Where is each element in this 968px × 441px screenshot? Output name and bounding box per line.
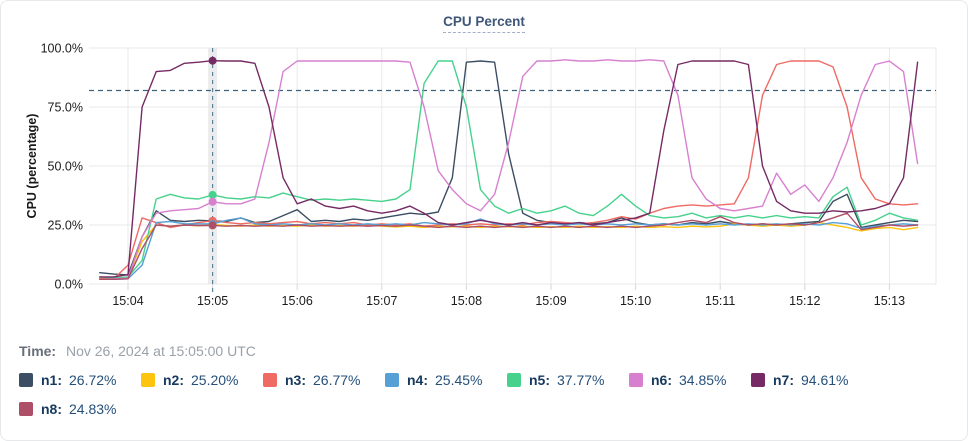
cursor-dot-n6 [208,197,217,206]
legend-label-n7: n7: [773,372,794,388]
series-line-n7 [99,60,919,278]
cursor-time-row: Time: Nov 26, 2024 at 15:05:00 UTC [19,343,256,359]
svg-text:15:07: 15:07 [366,294,397,308]
svg-text:15:04: 15:04 [112,294,143,308]
legend-label-n1: n1: [41,372,62,388]
legend-label-n4: n4: [407,372,428,388]
legend-swatch-n5 [507,373,521,387]
cursor-dot-n7 [208,56,217,65]
series-line-n8 [99,212,919,280]
svg-text:25.0%: 25.0% [48,219,83,233]
legend-swatch-n8 [19,402,33,416]
chart-title-wrap: CPU Percent [1,13,967,33]
legend-swatch-n7 [751,373,765,387]
legend-value-n3: 26.77% [313,372,361,388]
series-line-n1 [99,60,919,276]
legend-swatch-n4 [385,373,399,387]
svg-text:15:10: 15:10 [620,294,651,308]
legend-label-n2: n2: [163,372,184,388]
time-label: Time: [19,343,57,359]
legend-item-n7[interactable]: n7: 94.61% [751,370,873,390]
svg-text:50.0%: 50.0% [48,160,83,174]
cursor-dot-n8 [208,221,217,230]
legend-value-n6: 34.85% [679,372,727,388]
series-line-n3 [99,60,919,280]
legend-item-n4[interactable]: n4: 25.45% [385,370,507,390]
svg-text:15:05: 15:05 [197,294,228,308]
chart-title[interactable]: CPU Percent [443,14,525,33]
svg-text:15:08: 15:08 [451,294,482,308]
x-tick-marks [127,284,890,290]
cursor-dot-n5 [208,190,217,199]
legend-value-n8: 24.83% [69,401,117,417]
time-value: Nov 26, 2024 at 15:05:00 UTC [65,343,256,359]
legend-item-n1[interactable]: n1: 26.72% [19,370,141,390]
legend-item-n2[interactable]: n2: 25.20% [141,370,263,390]
svg-text:15:06: 15:06 [282,294,313,308]
svg-text:100.0%: 100.0% [41,42,83,56]
legend-value-n1: 26.72% [69,372,117,388]
legend-item-n8[interactable]: n8: 24.83% [19,399,141,419]
cpu-line-chart[interactable]: 15:04 15:05 15:06 15:07 15:08 15:09 15:10 15:11… [1,1,967,315]
x-axis-labels: 15:04 15:05 15:06 15:07 15:08 15:09 15:10 15:11… [112,294,905,308]
legend-value-n4: 25.45% [435,372,483,388]
legend-value-n5: 37.77% [557,372,605,388]
svg-text:75.0%: 75.0% [48,101,83,115]
legend-value-n7: 94.61% [801,372,849,388]
legend-swatch-n6 [629,373,643,387]
svg-text:15:12: 15:12 [789,294,820,308]
svg-text:15:09: 15:09 [535,294,566,308]
legend-value-n2: 25.20% [191,372,239,388]
series-line-n5 [99,60,919,279]
svg-text:15:11: 15:11 [705,294,735,308]
legend: n1: 26.72% n2: 25.20% n3: 26.77% n4: 25.45% n5: 3… [19,370,955,419]
legend-swatch-n2 [141,373,155,387]
y-axis-labels: 0.0% 25.0% 50.0% 75.0% 100.0% [41,42,83,292]
y-axis-title: CPU (percentage) [25,113,39,219]
legend-item-n6[interactable]: n6: 34.85% [629,370,751,390]
svg-text:15:13: 15:13 [874,294,905,308]
series-line-n2 [99,221,919,280]
legend-item-n5[interactable]: n5: 37.77% [507,370,629,390]
legend-label-n5: n5: [529,372,550,388]
legend-label-n8: n8: [41,401,62,417]
legend-swatch-n1 [19,373,33,387]
legend-item-n3[interactable]: n3: 26.77% [263,370,385,390]
legend-label-n6: n6: [651,372,672,388]
legend-swatch-n3 [263,373,277,387]
series-line-n6 [99,59,919,280]
svg-text:0.0%: 0.0% [55,278,84,292]
legend-label-n3: n3: [285,372,306,388]
